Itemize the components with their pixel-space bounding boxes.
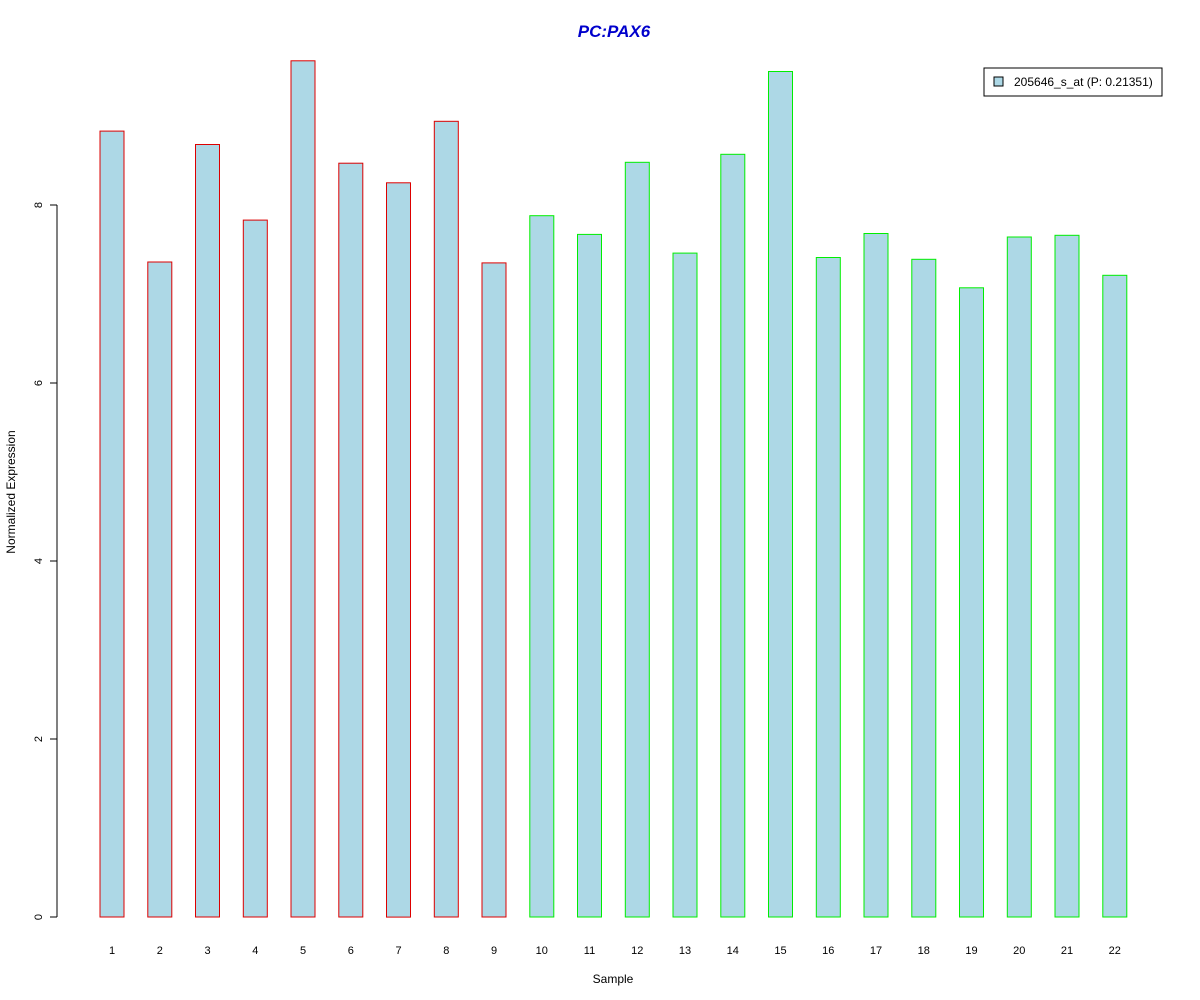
legend-label: 205646_s_at (P: 0.21351) <box>1014 75 1153 89</box>
bar-sample-22 <box>1102 274 1128 918</box>
bar-sample-11 <box>577 233 602 918</box>
bar-sample-2 <box>147 261 173 918</box>
x-tick-label: 12 <box>631 945 643 957</box>
x-tick-label: 14 <box>727 945 739 957</box>
x-tick-label: 3 <box>204 945 210 957</box>
legend-box <box>983 67 1163 97</box>
bar-sample-4 <box>242 219 268 918</box>
bar-sample-12 <box>624 161 650 918</box>
x-tick-label: 6 <box>348 945 354 957</box>
x-tick-label: 22 <box>1109 945 1121 957</box>
y-axis: 0 2 4 6 8 <box>33 202 58 920</box>
x-tick-label: 4 <box>252 945 258 957</box>
x-tick-label: 8 <box>443 945 449 957</box>
y-tick-label: 8 <box>33 202 45 208</box>
x-tick-label: 19 <box>965 945 977 957</box>
x-tick-label: 1 <box>109 945 115 957</box>
x-tick-labels: 1 2 3 4 5 6 7 8 9 10 11 12 13 14 15 16 17 18 19 20 21 22 <box>109 945 1121 957</box>
chart-title: PC:PAX6 <box>578 22 651 41</box>
x-tick-label: 20 <box>1013 945 1025 957</box>
bar-sample-7 <box>386 182 411 918</box>
bar-sample-9 <box>481 262 507 918</box>
x-tick-label: 7 <box>395 945 401 957</box>
bar-sample-20 <box>1006 236 1032 918</box>
x-tick-label: 10 <box>536 945 548 957</box>
y-tick-label: 6 <box>33 380 45 386</box>
x-tick-label: 17 <box>870 945 882 957</box>
bar-sample-16 <box>815 257 841 918</box>
bar-sample-14 <box>720 153 746 918</box>
legend-swatch <box>993 76 1004 87</box>
bar-sample-6 <box>338 162 364 918</box>
bar-sample-10 <box>529 215 555 918</box>
x-tick-label: 13 <box>679 945 691 957</box>
x-axis-label: Sample <box>593 972 634 986</box>
x-tick-label: 9 <box>491 945 497 957</box>
x-tick-label: 15 <box>774 945 786 957</box>
y-tick-label: 2 <box>33 736 45 742</box>
x-tick-label: 16 <box>822 945 834 957</box>
bar-sample-15 <box>768 71 793 918</box>
x-tick-label: 2 <box>157 945 163 957</box>
bar-sample-1 <box>99 130 125 918</box>
bar-sample-19 <box>959 287 984 918</box>
bar-sample-13 <box>672 252 698 918</box>
bar-sample-8 <box>433 120 459 918</box>
bar-sample-3 <box>195 144 220 918</box>
x-tick-label: 18 <box>918 945 930 957</box>
y-tick-label: 0 <box>33 914 45 920</box>
x-tick-label: 21 <box>1061 945 1073 957</box>
bar-sample-17 <box>863 233 889 918</box>
bar-sample-18 <box>911 258 937 918</box>
y-tick-label: 4 <box>33 558 45 564</box>
legend: 205646_s_at (P: 0.21351) <box>983 67 1163 97</box>
y-axis-label: Normalized Expression <box>4 430 18 553</box>
bar-sample-5 <box>290 60 316 918</box>
bar-sample-21 <box>1054 234 1080 918</box>
bars-group <box>99 60 1128 918</box>
x-tick-label: 5 <box>300 945 306 957</box>
x-tick-label: 11 <box>584 945 595 957</box>
